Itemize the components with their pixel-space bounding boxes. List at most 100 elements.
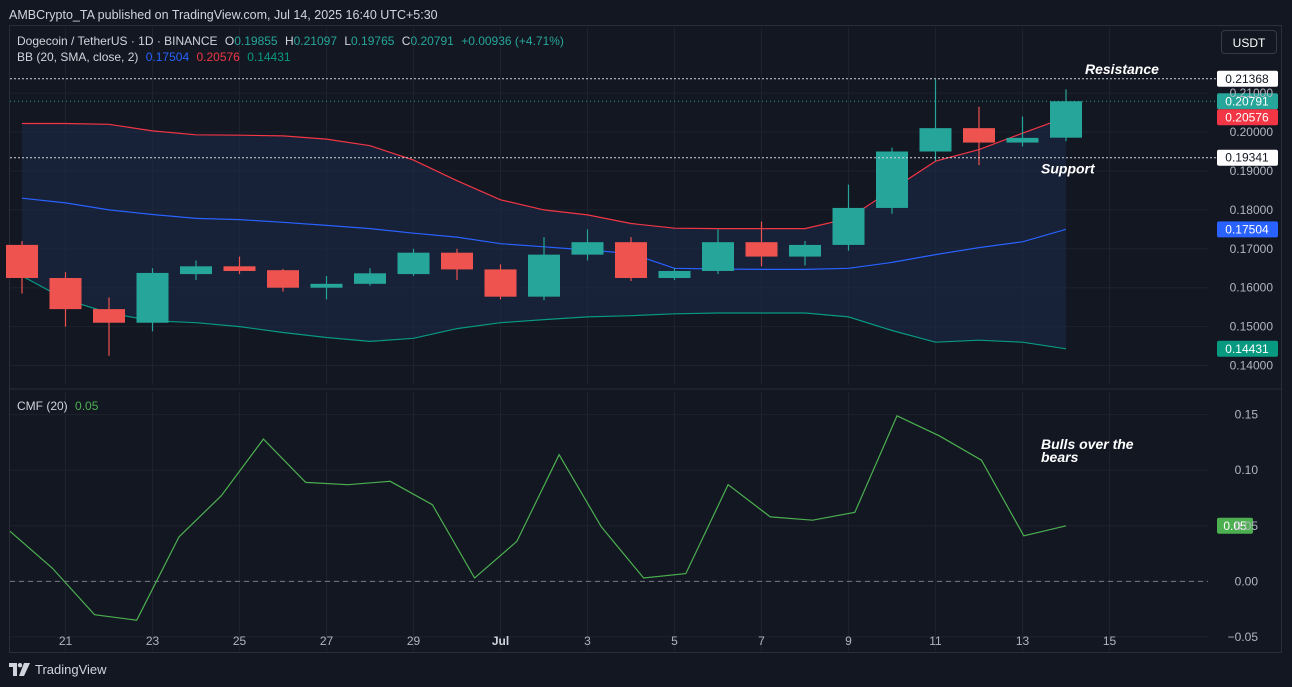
candle bbox=[441, 248, 473, 280]
candle-body bbox=[528, 254, 560, 297]
candle-body bbox=[484, 269, 517, 297]
x-tick-label: 7 bbox=[758, 634, 765, 648]
candle-body bbox=[876, 151, 908, 208]
high-value: 0.21097 bbox=[293, 34, 338, 48]
candle-body bbox=[615, 242, 647, 278]
close-key: C bbox=[401, 34, 411, 48]
price-level-label: 0.19341 bbox=[1225, 151, 1269, 165]
price-tick-label: 0.15000 bbox=[1230, 320, 1274, 334]
tradingview-logo-icon bbox=[9, 663, 30, 676]
candle-body bbox=[136, 272, 169, 323]
high-key: H bbox=[284, 34, 294, 48]
candles-layer bbox=[6, 79, 1082, 356]
open-value: 0.19855 bbox=[234, 34, 278, 48]
candle bbox=[615, 237, 647, 282]
candle bbox=[789, 241, 821, 266]
cmf-layer: 0.05 bbox=[9, 414, 1253, 621]
tradingview-logo[interactable]: TradingView bbox=[9, 662, 107, 677]
candle-body bbox=[180, 266, 212, 275]
bb-basis-value: 0.17504 bbox=[145, 50, 190, 64]
candle-body bbox=[789, 244, 821, 257]
price-level-tag bbox=[1217, 149, 1278, 166]
bb-lower-value: 0.14431 bbox=[247, 50, 291, 64]
candle bbox=[571, 229, 604, 261]
open-key: O bbox=[224, 34, 235, 48]
x-tick-label: 27 bbox=[320, 634, 334, 648]
candle bbox=[310, 276, 343, 300]
candle-body bbox=[354, 273, 386, 284]
x-tick-label: Jul bbox=[492, 634, 509, 648]
candle bbox=[49, 272, 82, 327]
candle-body bbox=[745, 242, 778, 257]
legend-bollinger[interactable]: BB (20, SMA, close, 2) 0.17504 0.20576 0… bbox=[17, 50, 295, 64]
legend-ohlc: Dogecoin / TetherUS · 1D · BINANCE O0.19… bbox=[17, 34, 568, 48]
price-tick-label: 0.20000 bbox=[1230, 125, 1274, 139]
chart-frame bbox=[9, 25, 1282, 653]
change-value: +0.00936 (+4.71%) bbox=[461, 34, 564, 48]
candle-body bbox=[658, 270, 691, 278]
candle bbox=[397, 248, 430, 277]
tradingview-logo-text: TradingView bbox=[35, 662, 107, 677]
candle-body bbox=[919, 128, 952, 152]
bollinger-band-fill bbox=[22, 117, 1066, 349]
bb-upper-value: 0.20576 bbox=[196, 50, 240, 64]
candle bbox=[267, 269, 299, 292]
candle-body bbox=[963, 128, 995, 143]
bb-lower-tag: 0.14431 bbox=[1225, 342, 1269, 356]
x-tick-label: 13 bbox=[1016, 634, 1030, 648]
cmf-line bbox=[9, 414, 1067, 621]
candle bbox=[528, 237, 560, 301]
bollinger-lower-line bbox=[21, 275, 1067, 350]
legend-cmf[interactable]: CMF (20) 0.05 bbox=[17, 399, 102, 413]
x-tick-label: 5 bbox=[671, 634, 678, 648]
candle-body bbox=[310, 283, 343, 288]
candle bbox=[136, 268, 169, 332]
bb-basis-tag: 0.17504 bbox=[1225, 222, 1269, 236]
low-key: L bbox=[344, 34, 352, 48]
x-tick-label: 3 bbox=[584, 634, 591, 648]
axis-layer: 21 23 25 27 29 Jul 3 5 7 9 11 13 15 0.14000 0.15000 0.1… bbox=[59, 86, 1273, 648]
candle bbox=[832, 184, 865, 251]
currency-button[interactable]: USDT bbox=[1221, 30, 1277, 54]
candle bbox=[93, 297, 125, 356]
low-value: 0.19765 bbox=[351, 34, 395, 48]
x-tick-label: 15 bbox=[1103, 634, 1117, 648]
bb-upper-tag: 0.20576 bbox=[1225, 110, 1269, 124]
cmf-tick-label: 0.10 bbox=[1235, 463, 1259, 477]
candle bbox=[658, 268, 691, 280]
candle-body bbox=[223, 266, 256, 271]
cmf-value-tag-bg bbox=[1217, 517, 1253, 534]
candle-body bbox=[1006, 137, 1039, 143]
support-annotation: Support bbox=[1041, 161, 1096, 177]
candle bbox=[745, 221, 778, 267]
price-tick-label: 0.14000 bbox=[1230, 359, 1274, 373]
candle bbox=[919, 79, 952, 162]
candle bbox=[876, 147, 908, 214]
cmf-tick-label: −0.05 bbox=[1228, 630, 1259, 644]
candle-body bbox=[49, 277, 82, 310]
candle-body bbox=[832, 207, 865, 245]
candle-body bbox=[441, 252, 473, 270]
candle-body bbox=[6, 244, 38, 278]
price-tick-label: 0.16000 bbox=[1230, 281, 1274, 295]
symbol-title[interactable]: Dogecoin / TetherUS · 1D · BINANCE bbox=[17, 34, 218, 48]
candle bbox=[223, 256, 256, 275]
bb-label: BB (20, SMA, close, 2) bbox=[17, 50, 139, 64]
candle bbox=[180, 260, 212, 280]
price-levels-layer: 0.21368 0.19341 0.20791 0.20576 0.17504 0.144… bbox=[10, 70, 1278, 357]
cmf-label: CMF (20) bbox=[17, 399, 68, 413]
candle bbox=[484, 264, 517, 300]
candle bbox=[354, 268, 386, 286]
candle-body bbox=[571, 242, 604, 255]
cmf-value: 0.05 bbox=[75, 399, 99, 413]
price-level-tag bbox=[1217, 70, 1278, 87]
x-tick-label: 23 bbox=[146, 634, 160, 648]
x-tick-label: 21 bbox=[59, 634, 73, 648]
cmf-annotation-line2: bears bbox=[1041, 449, 1079, 465]
x-tick-label: 25 bbox=[233, 634, 247, 648]
price-tick-label: 0.19000 bbox=[1230, 164, 1274, 178]
cmf-annotation-line1: Bulls over the bbox=[1041, 436, 1134, 452]
cmf-tick-label: 0.15 bbox=[1235, 408, 1259, 422]
